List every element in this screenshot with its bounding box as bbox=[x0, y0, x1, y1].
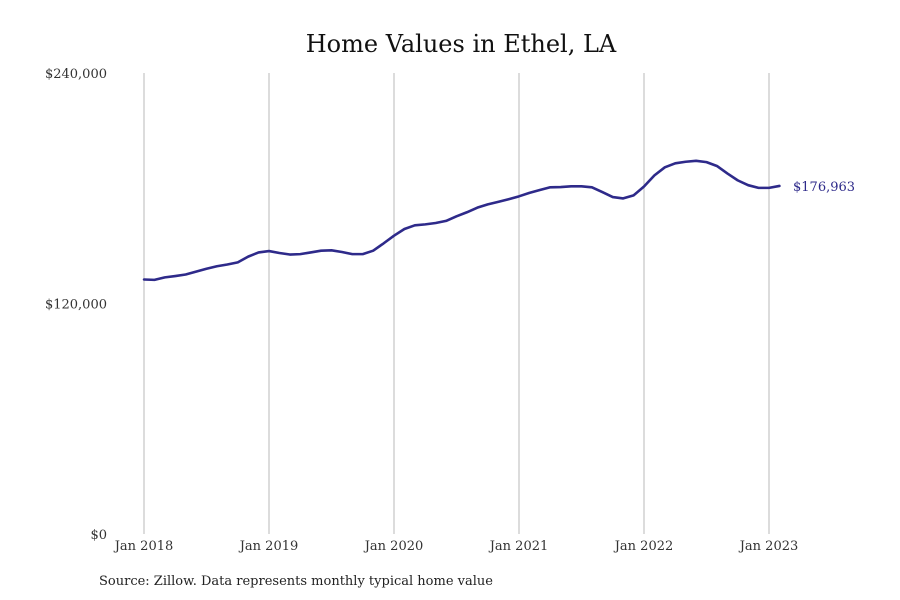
x-tick-label: Jan 2022 bbox=[613, 539, 674, 554]
chart-title: Home Values in Ethel, LA bbox=[306, 30, 617, 58]
end-value-label: $176,963 bbox=[793, 180, 855, 195]
series-line-home-value bbox=[142, 159, 781, 282]
y-tick-label: $120,000 bbox=[45, 298, 107, 313]
x-tick-label: Jan 2018 bbox=[113, 539, 174, 554]
y-axis-ticks: $0 $120,000 $240,000 bbox=[45, 67, 107, 543]
x-tick-label: Jan 2020 bbox=[363, 539, 424, 554]
x-tick-label: Jan 2019 bbox=[238, 539, 299, 554]
x-axis-ticks: Jan 2018 Jan 2019 Jan 2020 Jan 2021 Jan 2022… bbox=[113, 539, 799, 554]
x-tick-label: Jan 2021 bbox=[488, 539, 549, 554]
y-tick-label: $0 bbox=[90, 528, 107, 543]
x-tick-label: Jan 2023 bbox=[738, 539, 799, 554]
gridlines bbox=[143, 73, 770, 534]
source-note: Source: Zillow. Data represents monthly … bbox=[99, 574, 493, 589]
y-tick-label: $240,000 bbox=[45, 67, 107, 82]
